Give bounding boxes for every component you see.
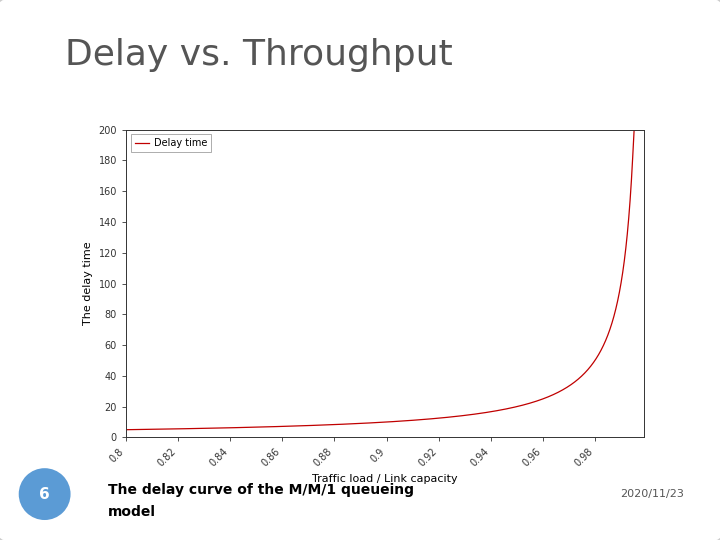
Text: model: model: [108, 505, 156, 519]
Delay time: [320, 422, 328, 428]
Delay time: [433, 415, 441, 422]
Y-axis label: The delay time: The delay time: [83, 242, 93, 325]
Ellipse shape: [19, 468, 71, 520]
Legend: Delay time: Delay time: [131, 134, 212, 152]
Text: 2020/11/23: 2020/11/23: [620, 489, 684, 499]
Text: The delay curve of the M/M/1 queueing: The delay curve of the M/M/1 queueing: [108, 483, 414, 497]
Delay time: [122, 427, 130, 433]
Text: Delay vs. Throughput: Delay vs. Throughput: [65, 38, 453, 72]
Delay time: [630, 126, 639, 133]
Delay time: [216, 425, 225, 431]
X-axis label: Traffic load / Link capacity: Traffic load / Link capacity: [312, 474, 458, 484]
Delay time: [459, 413, 467, 419]
Delay time: [640, 126, 649, 133]
Delay time: [548, 392, 557, 399]
Text: 6: 6: [40, 487, 50, 502]
Line: Delay time: Delay time: [126, 130, 644, 430]
Delay time: [508, 404, 517, 411]
